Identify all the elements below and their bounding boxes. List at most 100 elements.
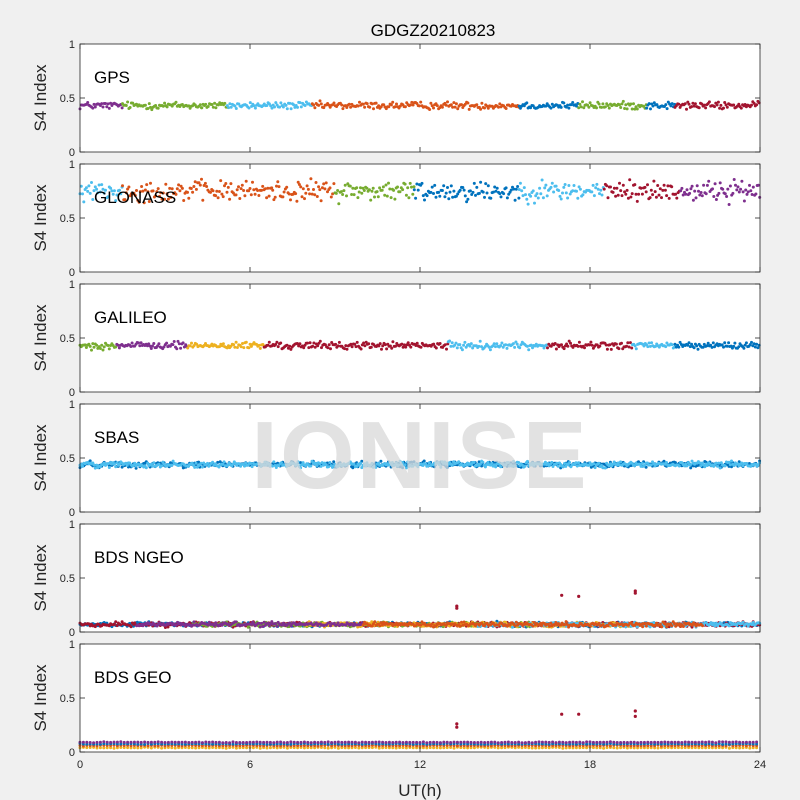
data-point [488, 348, 492, 352]
data-point [634, 347, 638, 351]
data-point [664, 345, 668, 349]
data-point [109, 101, 113, 105]
y-tick-label: 1 [69, 399, 75, 411]
data-point [393, 105, 397, 109]
data-point [468, 189, 472, 193]
data-point [630, 346, 634, 350]
data-point [455, 346, 459, 350]
data-point [137, 200, 141, 204]
data-point [517, 196, 521, 200]
data-point [355, 186, 359, 190]
data-point [557, 189, 561, 192]
data-point [276, 180, 280, 184]
data-point [485, 191, 489, 195]
data-point [479, 180, 483, 184]
data-point [296, 180, 300, 184]
data-point [197, 181, 201, 185]
data-point [524, 193, 527, 197]
data-point [98, 190, 102, 194]
data-point [645, 106, 649, 110]
data-point [401, 188, 405, 192]
data-point [741, 620, 745, 624]
data-point [463, 340, 467, 344]
data-point [522, 186, 526, 190]
data-point [566, 344, 570, 348]
data-point [567, 184, 571, 187]
data-point [742, 199, 746, 203]
data-point [565, 342, 569, 346]
data-point [512, 187, 516, 191]
data-point [518, 346, 522, 350]
data-point [486, 184, 490, 188]
data-point [748, 343, 752, 347]
data-point [743, 343, 747, 347]
data-point [466, 197, 470, 201]
data-point [516, 185, 520, 188]
data-point [646, 345, 650, 349]
data-point [663, 188, 667, 192]
data-point [248, 187, 252, 190]
data-point [164, 182, 168, 186]
data-point [662, 183, 666, 187]
data-point [289, 198, 292, 202]
data-point [296, 105, 299, 109]
data-point [362, 341, 366, 345]
data-point [627, 345, 631, 349]
data-point [292, 103, 296, 107]
data-point [182, 345, 186, 349]
data-point [456, 192, 460, 196]
data-point [607, 106, 611, 110]
data-point [582, 106, 586, 110]
data-point [453, 343, 457, 347]
data-point [177, 342, 181, 346]
data-point [425, 194, 429, 198]
data-point [756, 346, 760, 350]
data-point [707, 179, 711, 183]
data-point [609, 347, 613, 351]
data-point [271, 188, 275, 192]
data-point [571, 189, 575, 193]
data-point [461, 186, 465, 189]
data-point [411, 192, 415, 196]
data-point [510, 625, 514, 629]
data-point [200, 465, 204, 469]
data-point [571, 345, 575, 349]
data-point [691, 101, 695, 105]
data-point [498, 192, 502, 196]
data-point [411, 103, 415, 107]
data-point [363, 105, 367, 109]
data-point [376, 195, 380, 199]
data-point [445, 466, 449, 469]
data-point [273, 195, 277, 199]
data-point [549, 344, 553, 348]
data-point [368, 105, 372, 109]
data-point [239, 187, 243, 191]
data-point [633, 183, 637, 187]
data-point [257, 343, 261, 347]
data-point [509, 188, 513, 192]
data-point [258, 346, 262, 350]
data-point [484, 182, 488, 186]
data-point [238, 197, 242, 200]
data-point [609, 185, 612, 189]
data-point [88, 191, 92, 195]
data-point [160, 197, 164, 201]
data-point [724, 103, 728, 107]
data-point [83, 343, 87, 347]
data-point [128, 106, 132, 109]
data-point [343, 183, 347, 187]
plot-area [80, 524, 760, 632]
data-point [295, 199, 299, 203]
data-point [302, 346, 306, 350]
data-point [448, 339, 452, 343]
data-point [235, 188, 239, 192]
data-point [514, 620, 518, 624]
data-point [311, 344, 315, 348]
data-point [104, 188, 107, 192]
data-point [558, 194, 562, 198]
data-point [711, 187, 714, 191]
data-point [228, 102, 232, 106]
data-point [433, 183, 437, 187]
data-point [755, 342, 759, 346]
